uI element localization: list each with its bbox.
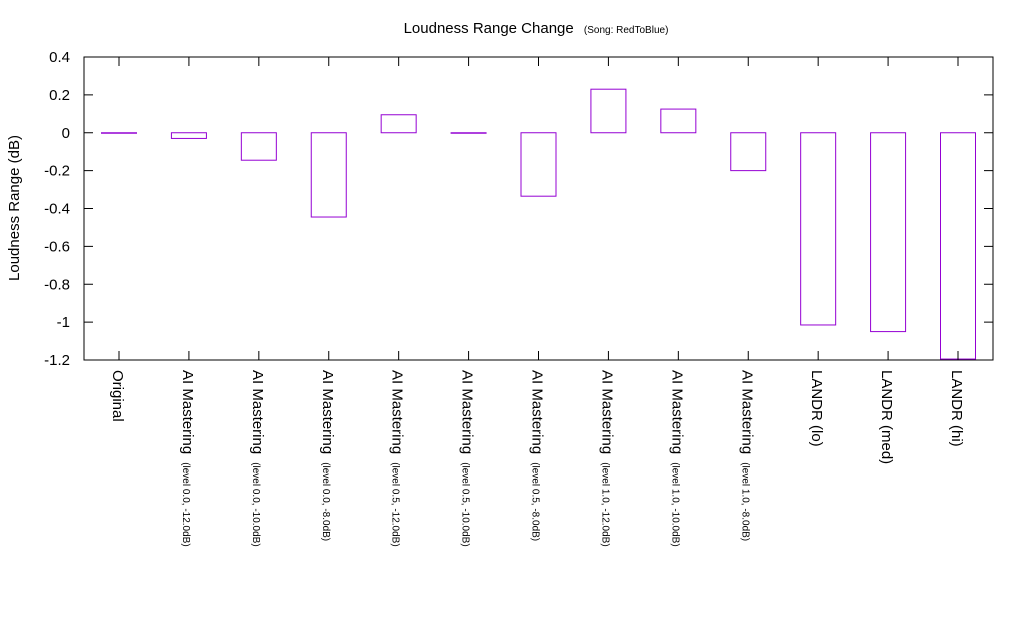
- y-axis-label: Loudness Range (dB): [6, 135, 23, 281]
- y-tick-label: 0: [62, 125, 70, 142]
- x-tick-label-main: LANDR (med): [878, 370, 895, 464]
- y-tick-label: 0.2: [49, 87, 70, 104]
- x-tick-label: AI Mastering (level 0.0, -8.0dB): [319, 370, 336, 541]
- bar: [310, 132, 347, 218]
- x-tick-label-main: AI Mastering: [249, 370, 266, 454]
- y-tick-label: -0.2: [44, 163, 70, 180]
- x-tick-label: AI Mastering (level 0.5, -10.0dB): [459, 370, 476, 547]
- y-tick-label: 0.4: [49, 49, 70, 66]
- x-tick-label: AI Mastering (level 1.0, -12.0dB): [598, 370, 615, 547]
- bar: [800, 132, 837, 326]
- bar: [520, 132, 557, 197]
- x-tick-label-main: AI Mastering: [529, 370, 546, 454]
- chart-title: Loudness Range Change (Song: RedToBlue): [404, 20, 669, 37]
- x-tick-label: LANDR (lo): [808, 370, 825, 447]
- x-tick-label-main: AI Mastering: [738, 370, 755, 454]
- y-tick-label: -0.4: [44, 201, 70, 218]
- x-tick-label-sub: (level 0.5, -8.0dB): [530, 462, 541, 541]
- bar: [870, 132, 907, 333]
- x-tick-label-main: Original: [109, 370, 126, 422]
- bar: [240, 132, 277, 161]
- x-tick-label-sub: (level 0.0, -8.0dB): [320, 462, 331, 541]
- bar: [380, 114, 417, 134]
- bar: [450, 132, 487, 134]
- x-tick-label: AI Mastering (level 0.5, -12.0dB): [389, 370, 406, 547]
- x-tick-label-main: LANDR (lo): [808, 370, 825, 447]
- x-tick-label-sub: (level 0.0, -10.0dB): [250, 462, 261, 547]
- bar: [101, 132, 137, 134]
- x-tick-label: AI Mastering (level 1.0, -8.0dB): [738, 370, 755, 541]
- y-tick-label: -1: [57, 314, 70, 331]
- x-tick-label: AI Mastering (level 1.0, -10.0dB): [668, 370, 685, 547]
- x-tick-label-sub: (level 0.5, -12.0dB): [390, 462, 401, 547]
- y-tick-label: -0.6: [44, 238, 70, 255]
- x-tick-label: AI Mastering (level 0.0, -10.0dB): [249, 370, 266, 547]
- x-tick-label-main: AI Mastering: [459, 370, 476, 454]
- x-tick-label-main: AI Mastering: [668, 370, 685, 454]
- x-tick-label: AI Mastering (level 0.5, -8.0dB): [529, 370, 546, 541]
- x-tick-label-sub: (level 0.0, -12.0dB): [180, 462, 191, 547]
- x-tick-label: Original: [109, 370, 126, 422]
- bar: [590, 88, 627, 134]
- x-tick-label-sub: (level 1.0, -8.0dB): [739, 462, 750, 541]
- x-tick-label-main: AI Mastering: [598, 370, 615, 454]
- x-tick-label-main: LANDR (hi): [948, 370, 965, 447]
- x-tick-label: LANDR (med): [878, 370, 895, 464]
- bar: [170, 132, 207, 139]
- x-tick-label-main: AI Mastering: [179, 370, 196, 454]
- x-tick-label-main: AI Mastering: [389, 370, 406, 454]
- x-tick-label-sub: (level 1.0, -12.0dB): [599, 462, 610, 547]
- chart-subtitle: (Song: RedToBlue): [584, 25, 669, 36]
- y-tick-label: -0.8: [44, 276, 70, 293]
- bar: [940, 132, 976, 360]
- y-tick-label: -1.2: [44, 352, 70, 369]
- x-tick-label: AI Mastering (level 0.0, -12.0dB): [179, 370, 196, 547]
- x-tick-label-sub: (level 1.0, -10.0dB): [669, 462, 680, 547]
- x-tick-label-sub: (level 0.5, -10.0dB): [460, 462, 471, 546]
- bar: [730, 132, 767, 172]
- x-tick-label: LANDR (hi): [948, 370, 965, 447]
- x-axis-ticks: Original AI Mastering (level 0.0, -12.0dB)…: [109, 57, 965, 547]
- x-tick-label-main: AI Mastering: [319, 370, 336, 454]
- chart-title-main: Loudness Range Change: [404, 20, 574, 37]
- bar: [660, 108, 697, 134]
- y-axis-ticks: 0.4 0.2 0 -0.2 -0.4 -0.6 -0.8 -1 -1.2: [44, 49, 993, 369]
- plot-frame: [83, 56, 994, 361]
- bars: [101, 88, 976, 360]
